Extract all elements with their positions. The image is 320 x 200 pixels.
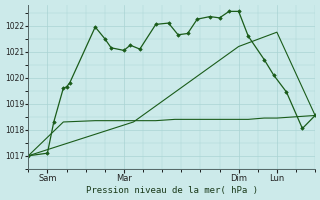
X-axis label: Pression niveau de la mer( hPa ): Pression niveau de la mer( hPa ) xyxy=(86,186,258,195)
